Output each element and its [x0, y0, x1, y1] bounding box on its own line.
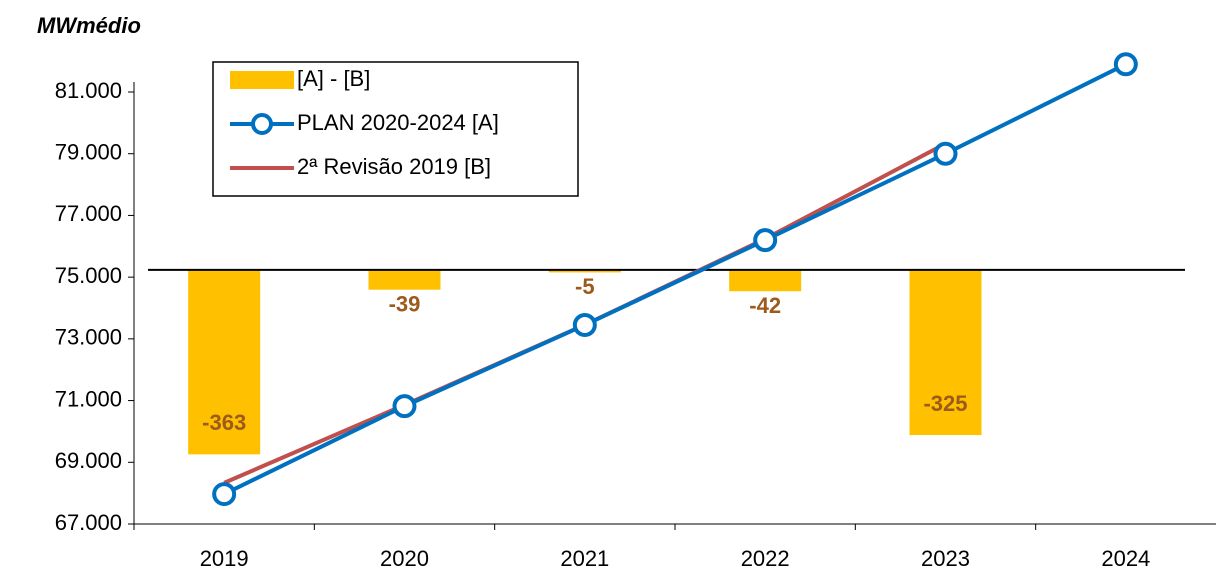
marker [753, 228, 778, 253]
data-label: -325 [923, 391, 967, 416]
y-tick-label: 73.000 [55, 325, 122, 350]
x-tick-label: 2019 [200, 546, 249, 571]
data-label: -39 [389, 292, 421, 317]
y-tick-label: 79.000 [55, 140, 122, 165]
legend-label: 2ª Revisão 2019 [B] [297, 154, 491, 179]
data-label: -42 [749, 293, 781, 318]
y-tick-label: 77.000 [55, 201, 122, 226]
marker [212, 482, 237, 507]
x-tick-label: 2020 [380, 546, 429, 571]
bar [548, 269, 621, 273]
legend-marker [251, 113, 273, 135]
marker [933, 141, 958, 166]
bar [909, 269, 982, 436]
marker [1113, 52, 1138, 77]
y-tick-label: 71.000 [55, 386, 122, 411]
axis-title: MWmédio [37, 13, 141, 38]
legend-label: PLAN 2020-2024 [A] [297, 110, 499, 135]
marker [392, 394, 417, 419]
legend-swatch [230, 71, 294, 89]
data-label: -5 [575, 274, 595, 299]
bar [368, 269, 441, 290]
x-tick-label: 2021 [560, 546, 609, 571]
bar [188, 269, 261, 455]
x-tick-label: 2022 [741, 546, 790, 571]
y-tick-label: 67.000 [55, 510, 122, 535]
legend-label: [A] - [B] [297, 66, 370, 91]
x-tick-label: 2023 [921, 546, 970, 571]
y-tick-label: 75.000 [55, 263, 122, 288]
marker [572, 312, 597, 337]
bar [729, 269, 802, 292]
line [223, 62, 1127, 496]
data-label: -363 [202, 410, 246, 435]
y-tick-label: 81.000 [55, 78, 122, 103]
legend: [A] - [B] PLAN 2020-2024 [A] 2ª Revisão 20… [212, 61, 579, 197]
y-tick-label: 69.000 [55, 448, 122, 473]
x-tick-label: 2024 [1101, 546, 1150, 571]
